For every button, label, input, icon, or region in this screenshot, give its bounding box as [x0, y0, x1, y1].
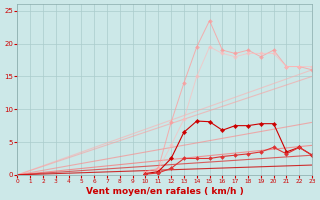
X-axis label: Vent moyen/en rafales ( km/h ): Vent moyen/en rafales ( km/h )	[86, 187, 244, 196]
